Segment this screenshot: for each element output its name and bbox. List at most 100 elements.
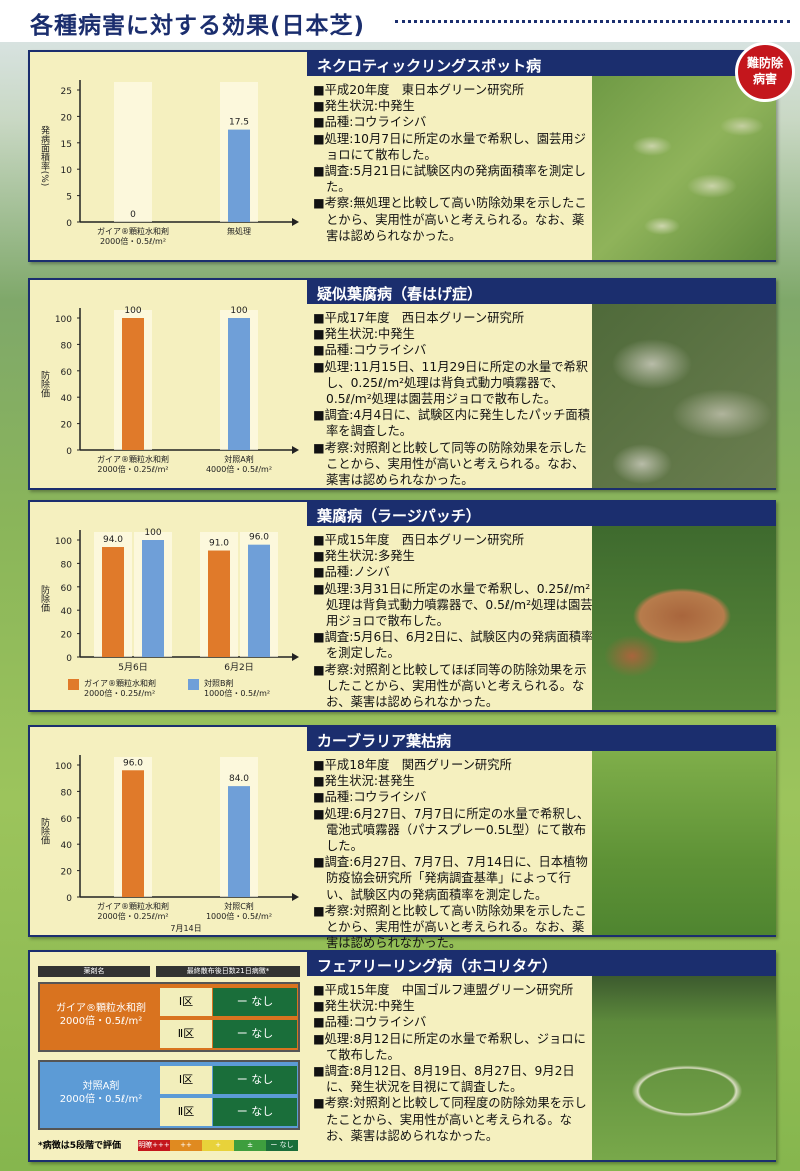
detail-line: 調査:5月21日に試験区内の発病面積率を測定した。: [313, 163, 595, 195]
detail-line: 発生状況:甚発生: [313, 773, 595, 789]
table-group: ガイア®顆粒水和剤 2000倍・0.5ℓ/m² Ⅰ区ー なし Ⅱ区ー なし: [38, 982, 300, 1052]
detail-line: 平成18年度 関西グリーン研究所: [313, 757, 595, 773]
bar-chart: 0 20 40 60 80 100 防除価 96.0 ガイア®顆粒水和剤2000倍・0.25ℓ/…: [39, 755, 299, 933]
bar: [248, 544, 270, 657]
x-tick-label: ガイア®顆粒水和剤: [97, 454, 169, 464]
detail-line: 品種:ノシバ: [313, 564, 595, 580]
detail-line: 考察:対照剤と比較して同程度の防除効果を示したことから、実用性が高いと考えられる…: [313, 1095, 595, 1144]
y-tick-label: 5: [66, 193, 72, 203]
table-group: 対照A剤 2000倍・0.5ℓ/m² Ⅰ区ー なし Ⅱ区ー なし: [38, 1060, 300, 1130]
turf-photo: [592, 526, 776, 710]
symptom-result: ー なし: [213, 988, 297, 1016]
symptom-result: ー なし: [213, 1020, 297, 1048]
y-axis-label: 発病面積率(%): [39, 125, 50, 187]
trial-details: 平成17年度 西日本グリーン研究所発生状況:中発生品種:コウライシバ処理:11月…: [313, 310, 595, 488]
y-tick-label: 100: [55, 537, 72, 547]
legend-label: 2000倍・0.25ℓ/m²: [84, 688, 155, 698]
drug-name: ガイア®顆粒水和剤 2000倍・0.5ℓ/m²: [56, 1003, 146, 1027]
disease-panel: 疑似葉腐病（春はげ症） 平成17年度 西日本グリーン研究所発生状況:中発生品種:…: [28, 278, 776, 490]
detail-line: 処理:6月27日、7月7日に所定の水量で希釈し、電池式噴霧器（パナスプレー0.5…: [313, 806, 595, 855]
legend-label: ガイア®顆粒水和剤: [84, 678, 156, 688]
detail-line: 考察:対照剤と比較してほぼ同等の防除効果を示したことから、実用性が高いと考えられ…: [313, 662, 595, 711]
legend-swatch: [188, 679, 199, 690]
disease-heading: 疑似葉腐病（春はげ症）: [307, 280, 776, 304]
data-label: 100: [124, 306, 141, 316]
scale-level: 明瞭+++: [138, 1140, 170, 1151]
scale-note: *病徴は5段階で評価: [38, 1141, 121, 1151]
y-tick-label: 0: [66, 219, 72, 229]
drug-name: 対照A剤 2000倍・0.5ℓ/m²: [59, 1081, 143, 1105]
column-header: 最終散布後日数21日病徴*: [156, 966, 300, 977]
detail-line: 品種:コウライシバ: [313, 789, 595, 805]
plot-label: Ⅰ区: [160, 1066, 212, 1094]
legend-swatch: [68, 679, 79, 690]
y-tick-label: 60: [61, 584, 73, 594]
hard-to-control-badge: 難防除 病害: [735, 42, 795, 102]
bar: [102, 547, 124, 657]
data-label: 91.0: [209, 539, 229, 549]
y-tick-label: 80: [61, 560, 73, 570]
y-tick-label: 20: [61, 631, 73, 641]
y-tick-label: 10: [61, 166, 73, 176]
scale-level: ++: [170, 1140, 202, 1151]
y-tick-label: 100: [55, 762, 72, 772]
detail-line: 調査:6月27日、7月7日、7月14日に、日本植物防疫協会研究所「発病調査基準」…: [313, 854, 595, 903]
y-tick-label: 80: [61, 341, 73, 351]
x-tick-label: 対照C剤: [224, 901, 254, 911]
x-tick-label: 対照A剤: [224, 454, 253, 464]
data-label: 100: [230, 306, 247, 316]
plot-label: Ⅱ区: [160, 1098, 212, 1126]
x-tick-label: 2000倍・0.25ℓ/m²: [97, 911, 168, 921]
detail-line: 発生状況:多発生: [313, 548, 595, 564]
scale-level: +: [202, 1140, 234, 1151]
detail-line: 考察:対照剤と比較して高い防除効果を示したことから、実用性が高いと考えられる。な…: [313, 903, 595, 952]
x-tick-label: 4000倍・0.5ℓ/m²: [206, 464, 272, 474]
disease-panel: カーブラリア葉枯病 平成18年度 関西グリーン研究所発生状況:甚発生品種:コウラ…: [28, 725, 776, 950]
x-tick-label: ガイア®顆粒水和剤: [97, 901, 169, 911]
y-tick-label: 15: [61, 140, 72, 150]
disease-panel: ネクロティックリングスポット病 平成20年度 東日本グリーン研究所発生状況:中発…: [28, 50, 776, 262]
legend-label: 1000倍・0.5ℓ/m²: [204, 688, 270, 698]
y-tick-label: 100: [55, 315, 72, 325]
data-label: 100: [144, 528, 161, 538]
y-tick-label: 80: [61, 788, 73, 798]
detail-line: 発生状況:中発生: [313, 98, 595, 114]
dotted-divider: [395, 20, 790, 23]
y-tick-label: 60: [61, 815, 73, 825]
y-tick-label: 60: [61, 368, 73, 378]
detail-line: 品種:コウライシバ: [313, 342, 595, 358]
bar: [122, 770, 144, 897]
scale-level: ±: [234, 1140, 266, 1151]
turf-photo: [592, 304, 776, 488]
x-tick-label: 2000倍・0.5ℓ/m²: [100, 236, 166, 246]
symptom-result: ー なし: [213, 1066, 297, 1094]
detail-line: 考察:対照剤と比較して同等の防除効果を示したことから、実用性が高いと考えられる。…: [313, 440, 595, 489]
page-title: 各種病害に対する効果(日本芝): [30, 13, 366, 39]
bar: [228, 129, 250, 222]
y-axis-label: 防除価: [39, 816, 50, 844]
detail-line: 考察:無処理と比較して高い防除効果を示したことから、実用性が高いと考えられる。な…: [313, 195, 595, 244]
x-axis-arrow: [292, 446, 299, 454]
trial-details: 平成20年度 東日本グリーン研究所発生状況:中発生品種:コウライシバ処理:10月…: [313, 82, 595, 244]
plot-label: Ⅰ区: [160, 988, 212, 1016]
x-axis-arrow: [292, 893, 299, 901]
y-tick-label: 20: [61, 421, 73, 431]
bar: [228, 786, 250, 897]
detail-line: 品種:コウライシバ: [313, 1014, 595, 1030]
results-table: 薬剤名 最終散布後日数21日病徴* ガイア®顆粒水和剤 2000倍・0.5ℓ/m…: [30, 952, 307, 1160]
turf-photo: [592, 76, 776, 260]
detail-line: 処理:10月7日に所定の水量で希釈し、園芸用ジョロにて散布した。: [313, 131, 595, 163]
x-tick-label: 5月6日: [118, 662, 147, 673]
disease-panel: 葉腐病（ラージパッチ） 平成15年度 西日本グリーン研究所発生状況:多発生品種:…: [28, 500, 776, 712]
x-axis-label: 7月14日: [170, 924, 201, 933]
trial-details: 平成18年度 関西グリーン研究所発生状況:甚発生品種:コウライシバ処理:6月27…: [313, 757, 595, 951]
x-axis-arrow: [292, 218, 299, 226]
bar-chart: 0 20 40 60 80 100 防除価 100 ガイア®顆粒水和剤2000倍・0.25ℓ/m…: [39, 306, 299, 474]
legend-label: 対照B剤: [204, 678, 234, 688]
x-tick-label: 6月2日: [224, 662, 253, 673]
x-tick-label: 2000倍・0.25ℓ/m²: [97, 464, 168, 474]
y-tick-label: 40: [61, 607, 73, 617]
y-tick-label: 0: [66, 447, 72, 457]
y-tick-label: 20: [61, 113, 73, 123]
badge-line2: 病害: [752, 72, 777, 86]
